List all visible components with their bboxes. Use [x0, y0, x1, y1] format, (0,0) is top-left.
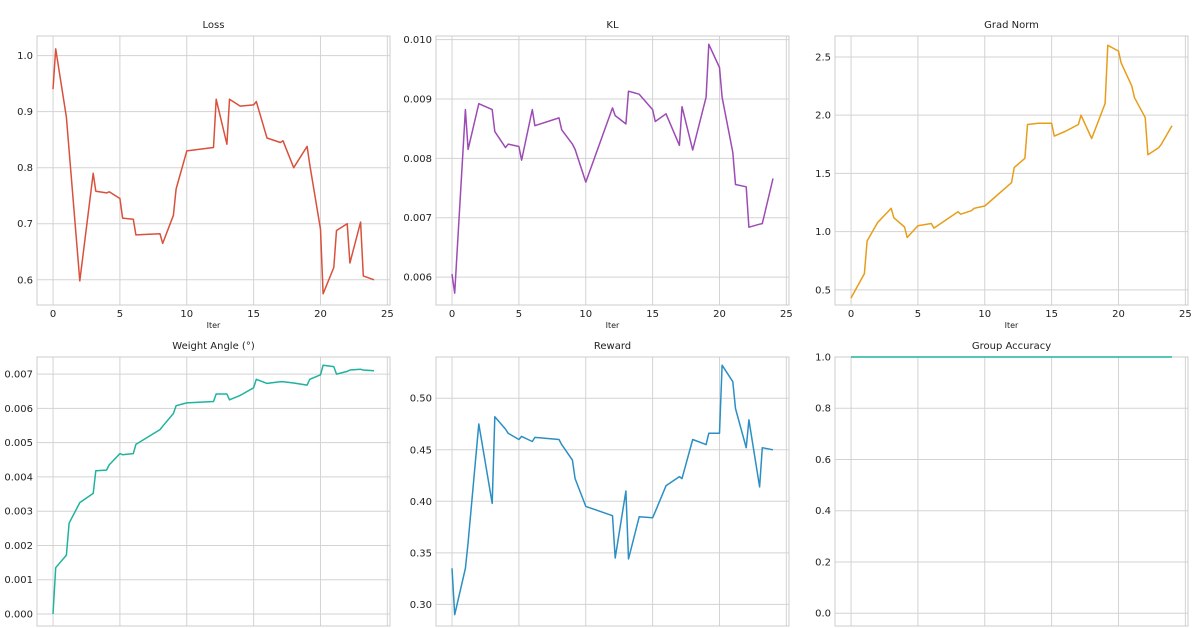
plot-frame: [36, 35, 391, 306]
panel-title: KL: [606, 20, 619, 31]
y-tick-label: 0.45: [410, 445, 432, 456]
y-tick-label: 0.7: [17, 219, 33, 230]
x-tick-label: 20: [314, 309, 327, 320]
series-line: [451, 43, 774, 294]
y-tick-label: 0.009: [403, 94, 432, 105]
panel-title: Group Accuracy: [972, 341, 1051, 352]
panel-title: Grad Norm: [984, 20, 1039, 31]
y-tick-label: 0.4: [815, 506, 831, 517]
x-tick-label: 10: [978, 309, 991, 320]
y-tick-label: 0.8: [815, 404, 831, 415]
x-tick-label: 10: [180, 309, 193, 320]
y-tick-label: 2.5: [815, 52, 831, 63]
y-tick-label: 0.008: [403, 154, 432, 165]
y-tick-label: 0.2: [815, 557, 831, 568]
panel-title: Weight Angle (°): [172, 341, 255, 352]
y-tick-label: 0.9: [17, 107, 33, 118]
y-tick-label: 1.0: [17, 51, 33, 62]
x-tick-label: 25: [381, 309, 394, 320]
y-tick-label: 0.005: [4, 438, 33, 449]
y-tick-label: 0.007: [403, 213, 432, 224]
y-tick-label: 0.002: [4, 541, 33, 552]
x-tick-label: 5: [915, 309, 921, 320]
plot-frame: [36, 356, 391, 627]
x-tick-label: 25: [780, 309, 793, 320]
x-tick-label: 5: [117, 309, 123, 320]
y-tick-label: 0.007: [4, 370, 33, 381]
x-axis-label: Iter: [1005, 321, 1019, 330]
y-tick-label: 0.35: [410, 548, 432, 559]
y-tick-label: 1.5: [815, 169, 831, 180]
y-tick-label: 0.6: [17, 275, 33, 286]
x-tick-label: 10: [579, 309, 592, 320]
panel-weight-angle: Weight Angle (°) 0.000 0.001 0.002 0.003 0.00…: [4, 341, 391, 627]
panel-loss: Loss 0.6 0.7 0.8 0.9 1.0 0 5 10 15 20 25 Iter: [17, 20, 394, 330]
panel-title: Reward: [594, 341, 631, 352]
y-tick-label: 0.6: [815, 455, 831, 466]
y-tick-label: 1.0: [815, 227, 831, 238]
y-tick-label: 0.5: [815, 285, 831, 296]
series-line: [850, 44, 1173, 299]
series-line: [52, 48, 375, 295]
y-tick-label: 2.0: [815, 111, 831, 122]
x-tick-label: 25: [1179, 309, 1192, 320]
x-axis-label: Iter: [606, 321, 620, 330]
x-tick-label: 15: [646, 309, 659, 320]
y-tick-label: 0.40: [410, 497, 432, 508]
x-axis-label: Iter: [207, 321, 221, 330]
y-tick-label: 0.006: [403, 273, 432, 284]
y-tick-label: 0.010: [403, 35, 432, 46]
x-tick-label: 15: [247, 309, 260, 320]
y-tick-label: 0.50: [410, 394, 432, 405]
panel-title: Loss: [203, 20, 225, 31]
y-tick-label: 0.0: [815, 609, 831, 620]
panel-group-accuracy: Group Accuracy 0.0 0.2 0.4 0.6 0.8 1.0: [815, 341, 1189, 627]
x-tick-label: 20: [713, 309, 726, 320]
panel-kl: KL 0.006 0.007 0.008 0.009 0.010 0 5 10 15 20 25 Ite…: [403, 20, 792, 330]
y-tick-label: 0.001: [4, 575, 33, 586]
plot-frame: [435, 356, 790, 627]
y-tick-label: 1.0: [815, 353, 831, 364]
x-tick-label: 5: [516, 309, 522, 320]
y-tick-label: 0.8: [17, 163, 33, 174]
series-line: [52, 364, 375, 615]
x-tick-label: 0: [449, 309, 455, 320]
y-tick-label: 0.004: [4, 472, 33, 483]
panel-reward: Reward 0.30 0.35 0.40 0.45 0.50: [410, 341, 790, 627]
plot-frame: [834, 35, 1189, 306]
x-tick-label: 0: [50, 309, 56, 320]
x-tick-label: 0: [848, 309, 854, 320]
series-line: [451, 364, 774, 616]
y-tick-label: 0.003: [4, 507, 33, 518]
y-tick-label: 0.000: [4, 610, 33, 621]
plot-frame: [435, 35, 790, 306]
x-tick-label: 15: [1045, 309, 1058, 320]
y-tick-label: 0.006: [4, 404, 33, 415]
y-tick-label: 0.30: [410, 600, 432, 611]
x-tick-label: 20: [1112, 309, 1125, 320]
panel-grad-norm: Grad Norm 0.5 1.0 1.5 2.0 2.5 0 5 10 15 20 25 Iter: [815, 20, 1192, 330]
plot-frame: [834, 356, 1189, 627]
